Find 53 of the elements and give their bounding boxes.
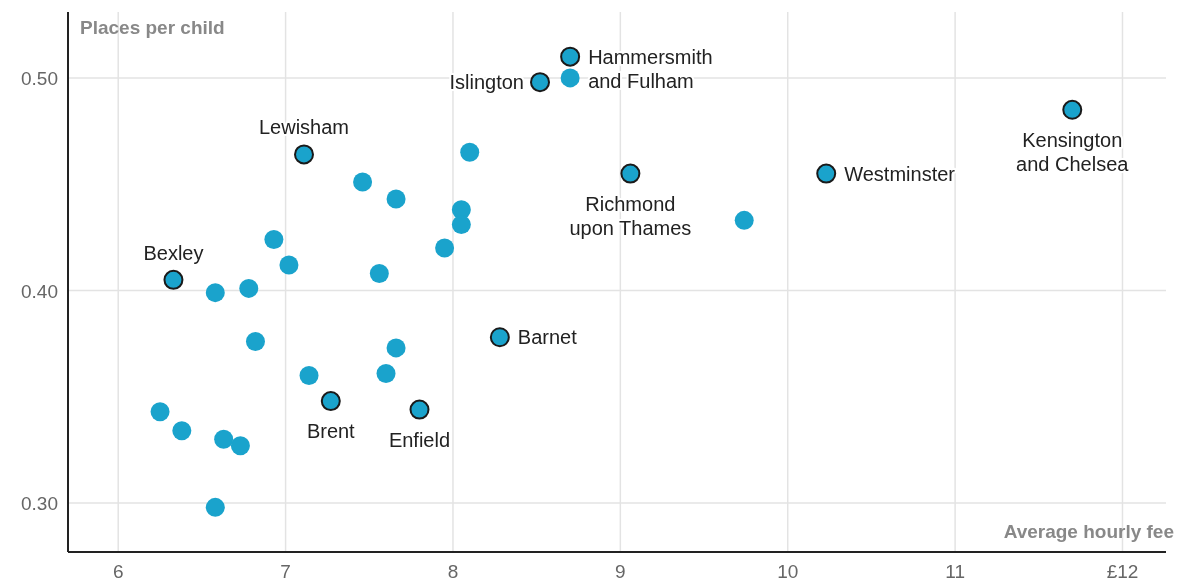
x-tick-label: 6 — [112, 561, 124, 582]
point — [353, 172, 373, 192]
point — [245, 332, 265, 352]
annotation: Lewisham — [258, 116, 350, 139]
point — [230, 436, 250, 456]
annotation: Barnet — [517, 326, 578, 349]
point — [205, 497, 225, 517]
point — [816, 163, 837, 184]
point — [734, 210, 754, 230]
x-tick-label: £12 — [1106, 561, 1139, 582]
point — [264, 230, 284, 249]
point — [205, 283, 225, 303]
x-axis-title: Average hourly fee — [1003, 521, 1174, 542]
x-tick-label: 7 — [280, 561, 291, 582]
annotation: Richmond upon Thames — [569, 192, 692, 239]
point — [299, 366, 319, 386]
annotation: Westminster — [844, 162, 956, 185]
x-tick-label: 9 — [615, 561, 626, 582]
point — [294, 144, 314, 165]
point — [620, 163, 641, 184]
point — [279, 255, 299, 275]
y-tick-label: 0.30 — [21, 493, 58, 515]
point — [386, 189, 406, 209]
point — [435, 238, 455, 258]
point — [460, 142, 480, 162]
point — [451, 215, 471, 235]
point — [172, 421, 192, 441]
point — [530, 72, 551, 93]
y-tick-label: 0.40 — [21, 280, 58, 302]
annotation: Islington — [449, 71, 525, 94]
point — [560, 46, 581, 67]
y-tick-label: 0.50 — [21, 67, 58, 89]
x-tick-label: 11 — [945, 561, 965, 582]
x-tick-label: 10 — [777, 561, 799, 582]
annotation: Bexley — [143, 241, 204, 264]
point — [560, 68, 580, 88]
annotation: Hammersmith and Fulham — [588, 45, 713, 92]
point — [369, 264, 389, 283]
x-tick-label: 8 — [447, 561, 459, 582]
y-axis-title: Places per child — [80, 17, 225, 38]
point — [489, 327, 510, 348]
point — [376, 363, 396, 383]
point — [214, 429, 234, 449]
point — [409, 399, 430, 420]
annotation: Kensington and Chelsea — [1016, 128, 1130, 175]
point — [1062, 99, 1083, 120]
point — [163, 269, 184, 290]
point — [239, 278, 259, 298]
point — [150, 402, 170, 422]
point — [320, 391, 341, 412]
point — [386, 338, 406, 358]
annotation: Brent — [306, 420, 356, 443]
annotation: Enfield — [388, 428, 451, 451]
